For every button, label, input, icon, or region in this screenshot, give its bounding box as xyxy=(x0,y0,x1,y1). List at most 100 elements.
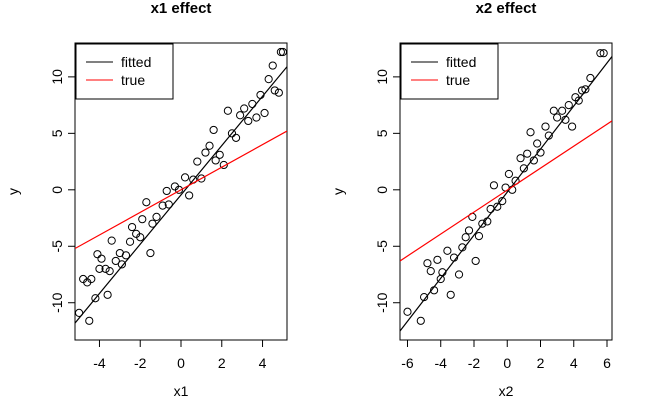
data-point xyxy=(558,106,567,115)
data-point xyxy=(478,219,487,228)
data-point xyxy=(264,75,273,84)
data-point xyxy=(180,173,190,182)
data-point xyxy=(433,255,442,264)
y-tick-label: -10 xyxy=(49,292,65,312)
y-tick-label: -10 xyxy=(374,292,390,312)
x-tick-label: -2 xyxy=(468,355,481,371)
data-point xyxy=(117,260,126,269)
data-point xyxy=(146,248,155,258)
data-point xyxy=(276,47,285,57)
data-point xyxy=(471,256,480,266)
data-point xyxy=(553,113,562,122)
data-point xyxy=(581,85,590,94)
data-point xyxy=(426,267,435,276)
data-point xyxy=(244,116,253,126)
data-point xyxy=(586,73,595,83)
legend-label: fitted xyxy=(446,54,476,70)
data-point xyxy=(236,111,245,120)
data-point xyxy=(97,254,106,263)
data-point xyxy=(493,202,502,211)
data-point xyxy=(523,149,532,158)
data-point xyxy=(93,250,102,259)
data-point xyxy=(252,113,261,122)
y-tick-label: -5 xyxy=(49,240,65,253)
legend-label: fitted xyxy=(121,54,151,70)
data-point xyxy=(519,164,528,173)
data-point xyxy=(599,49,608,58)
data-point xyxy=(461,233,470,242)
x-tick-label: 2 xyxy=(537,355,545,371)
data-point xyxy=(103,290,112,299)
reference-line xyxy=(400,56,612,332)
data-point xyxy=(211,156,220,165)
y-axis-label: y xyxy=(5,188,21,195)
reference-line xyxy=(75,130,287,250)
data-point xyxy=(549,106,558,115)
data-point xyxy=(274,88,283,97)
reference-line xyxy=(75,66,287,324)
x-tick-label: 2 xyxy=(218,355,226,371)
data-point xyxy=(105,267,114,276)
data-point xyxy=(268,61,277,70)
data-point xyxy=(87,274,96,284)
data-point xyxy=(111,256,120,266)
data-point xyxy=(91,294,100,303)
data-point xyxy=(101,264,110,273)
data-point xyxy=(205,141,214,150)
data-point xyxy=(423,259,432,268)
data-point xyxy=(201,148,210,157)
x-tick-label: 0 xyxy=(503,355,511,371)
data-point xyxy=(498,196,507,206)
plot-area xyxy=(400,49,612,332)
legend-label: true xyxy=(121,72,145,88)
data-point xyxy=(443,246,452,255)
data-point xyxy=(464,226,474,235)
data-point xyxy=(142,198,151,207)
data-point xyxy=(227,129,237,138)
x-tick-label: -2 xyxy=(134,355,147,371)
legend-box xyxy=(400,43,499,100)
y-tick-label: 10 xyxy=(374,69,390,85)
data-point xyxy=(533,139,542,148)
y-tick-label: 10 xyxy=(49,69,65,85)
x-axis-label: x1 xyxy=(174,383,189,399)
data-point xyxy=(567,122,577,131)
data-point xyxy=(193,157,202,166)
x-tick-label: -4 xyxy=(435,355,448,371)
plot-area xyxy=(75,47,287,325)
x-tick-label: -4 xyxy=(93,355,106,371)
data-point xyxy=(474,232,484,241)
data-point xyxy=(260,108,269,118)
data-point xyxy=(504,169,514,179)
data-point xyxy=(95,264,104,273)
data-point xyxy=(152,212,161,222)
data-point xyxy=(174,185,184,194)
data-point xyxy=(416,316,425,325)
data-point xyxy=(125,237,135,246)
data-point xyxy=(127,222,137,232)
y-tick-label: 0 xyxy=(374,186,390,194)
legend: fitted true xyxy=(75,43,174,100)
data-point xyxy=(574,96,583,105)
data-point xyxy=(270,86,279,95)
data-point xyxy=(223,106,232,115)
legend-box xyxy=(75,43,174,100)
y-tick-label: 5 xyxy=(374,129,390,137)
data-point xyxy=(85,316,94,325)
x-tick-label: 4 xyxy=(259,355,267,371)
data-point xyxy=(219,160,228,170)
y-tick-label: -5 xyxy=(374,240,390,253)
data-point xyxy=(240,104,249,113)
y-tick-label: 5 xyxy=(49,129,65,137)
data-point xyxy=(541,122,550,131)
data-point xyxy=(486,204,495,214)
plot-frame xyxy=(399,42,613,341)
panel-title: x2 effect xyxy=(476,0,537,17)
y-axis-label: y xyxy=(330,188,346,195)
legend: fitted true xyxy=(400,43,499,100)
data-point xyxy=(231,133,241,142)
data-point xyxy=(148,219,157,228)
data-point xyxy=(403,307,412,316)
data-point xyxy=(278,47,287,57)
